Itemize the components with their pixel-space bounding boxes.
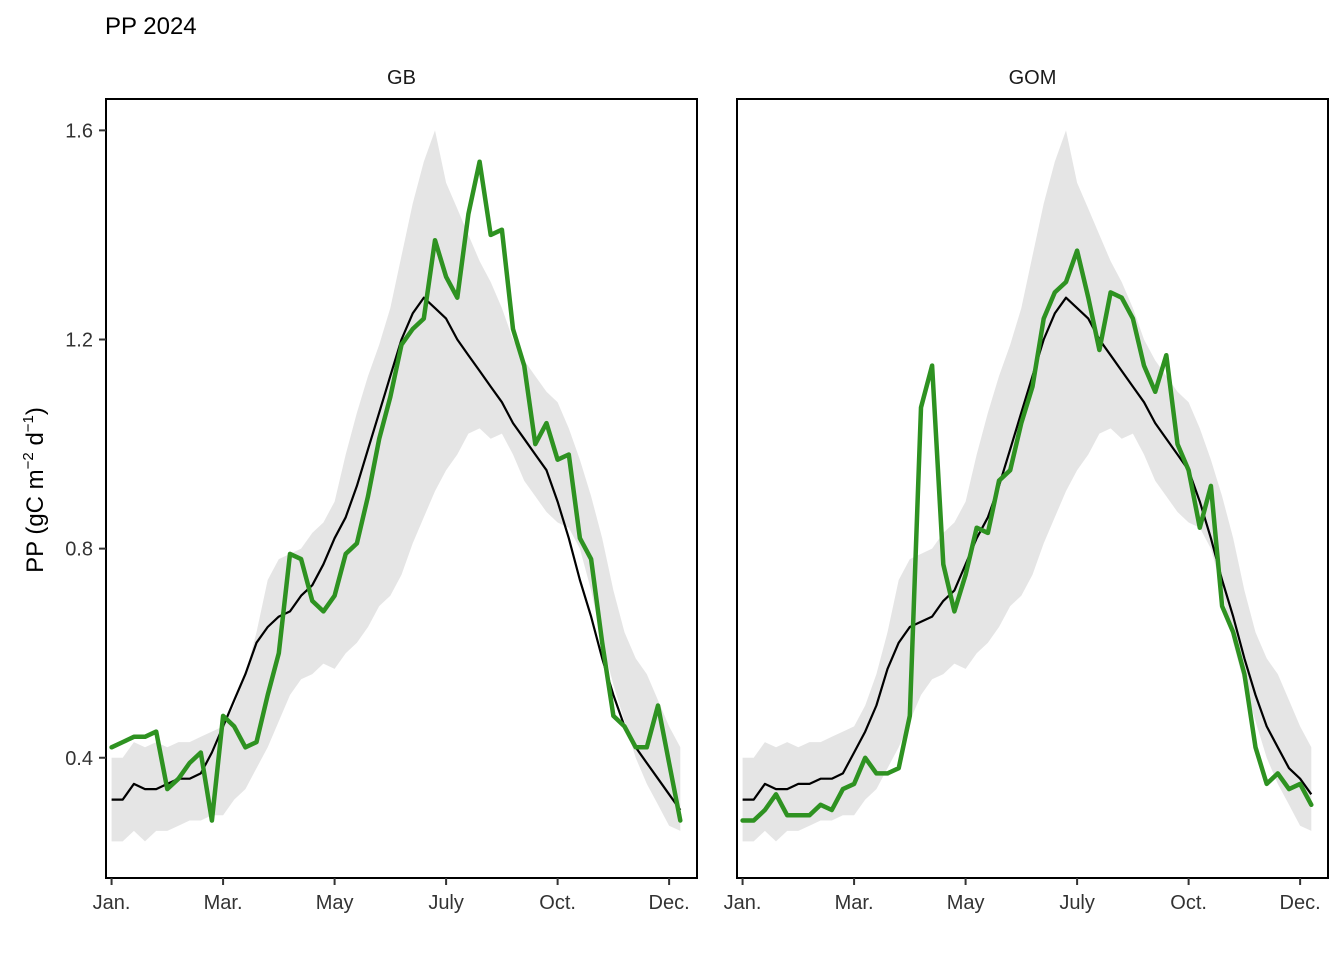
x-tick-label: Dec.: [1280, 892, 1321, 914]
x-tick-label: July: [428, 892, 464, 914]
x-tick-label: July: [1059, 892, 1095, 914]
current-year-line: [109, 159, 683, 823]
x-tick-label: Jan.: [724, 892, 762, 914]
y-axis-label-main: PP (gC m: [22, 469, 49, 573]
range-band: [111, 130, 681, 842]
panel-border: [736, 98, 1329, 879]
panel-strip-label: GB: [387, 67, 416, 89]
panel-gb: GB Jan. Mar. May July Oct. Dec. 0.4 0.8 1.2 1.6: [65, 67, 698, 914]
x-tick-label: Jan.: [93, 892, 131, 914]
panel-border: [105, 98, 698, 879]
x-tick-label: May: [947, 892, 985, 914]
x-tick-label: May: [316, 892, 354, 914]
current-year-line: [740, 248, 1314, 823]
chart-title: PP 2024: [105, 13, 197, 40]
y-axis-label-sup2: −1: [20, 415, 37, 432]
y-tick-label: 1.6: [65, 120, 93, 142]
x-tick-label: Oct.: [1170, 892, 1207, 914]
x-tick-label: Oct.: [539, 892, 576, 914]
mean-line: [111, 296, 682, 811]
y-tick-label: 0.4: [65, 748, 93, 770]
y-tick-label: 0.8: [65, 539, 93, 561]
y-tick-label: 1.2: [65, 329, 93, 351]
x-tick-label: Mar.: [835, 892, 874, 914]
y-axis-label-end: ): [22, 407, 49, 415]
y-axis-label-mid: d: [22, 432, 49, 452]
x-tick-label: Dec.: [649, 892, 690, 914]
y-axis-label-sup1: −2: [20, 452, 37, 469]
range-band: [742, 130, 1312, 842]
y-axis-label: PP (gC m−2 d−1): [20, 407, 49, 573]
x-tick-label: Mar.: [204, 892, 243, 914]
panel-gom: GOM Jan. Mar. May July Oct. Dec.: [724, 67, 1329, 914]
panel-strip-label: GOM: [1009, 67, 1057, 89]
